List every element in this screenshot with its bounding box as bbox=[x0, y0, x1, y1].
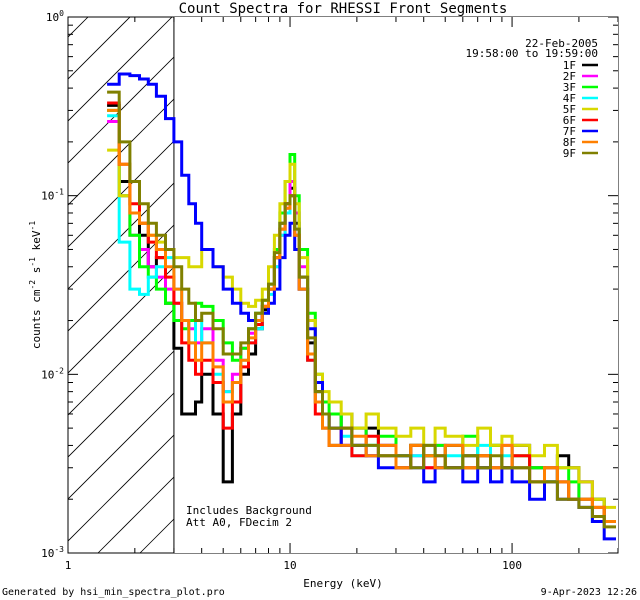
legend-label-9F: 9F bbox=[563, 147, 576, 160]
legend-label-1F: 1F bbox=[563, 59, 576, 72]
axis-ticks: 1 10 100 10-3 10-2 10-1 100 bbox=[41, 9, 619, 572]
hatch-line bbox=[0, 13, 50, 553]
x-tick-label: 100 bbox=[502, 559, 522, 572]
footer-timestamp: 9-Apr-2023 12:26 bbox=[541, 587, 637, 598]
time-range-label: 19:58:00 to 19:59:00 bbox=[466, 47, 598, 60]
legend-label-2F: 2F bbox=[563, 70, 576, 83]
hatch-mask bbox=[173, 17, 618, 553]
legend-label-4F: 4F bbox=[563, 92, 576, 105]
y-axis-label: counts cm-2 s-1 keV-1 bbox=[28, 221, 43, 349]
x-tick-label: 10 bbox=[283, 559, 296, 572]
footer-generated-by: Generated by hsi_min_spectra_plot.pro bbox=[2, 587, 225, 598]
legend-label-3F: 3F bbox=[563, 81, 576, 94]
series-line-9F bbox=[107, 90, 616, 529]
x-tick-label: 1 bbox=[65, 559, 72, 572]
date-label: 22-Feb-2005 bbox=[525, 37, 598, 50]
y-tick-label: 10-1 bbox=[41, 188, 64, 203]
hatch-line bbox=[68, 17, 257, 206]
y-tick-label: 100 bbox=[46, 9, 64, 24]
annotation-attenuator: Att A0, FDecim 2 bbox=[186, 516, 292, 529]
hatch-line bbox=[68, 17, 89, 38]
chart-title: Count Spectra for RHESSI Front Segments bbox=[179, 1, 508, 17]
x-axis-label: Energy (keV) bbox=[303, 577, 382, 590]
legend-label-8F: 8F bbox=[563, 136, 576, 149]
y-tick-label: 10-2 bbox=[41, 366, 64, 381]
series-line-5F bbox=[107, 148, 616, 509]
legend-label-7F: 7F bbox=[563, 125, 576, 138]
hatch-line bbox=[68, 17, 131, 80]
legend-label-5F: 5F bbox=[563, 103, 576, 116]
series-lines bbox=[107, 72, 616, 541]
annotation-background: Includes Background bbox=[186, 504, 312, 517]
hatch-line bbox=[0, 13, 8, 553]
y-tick-label: 10-3 bbox=[41, 545, 64, 560]
legend-label-6F: 6F bbox=[563, 114, 576, 127]
hatch-line bbox=[68, 17, 215, 164]
hatch-line bbox=[68, 17, 173, 122]
